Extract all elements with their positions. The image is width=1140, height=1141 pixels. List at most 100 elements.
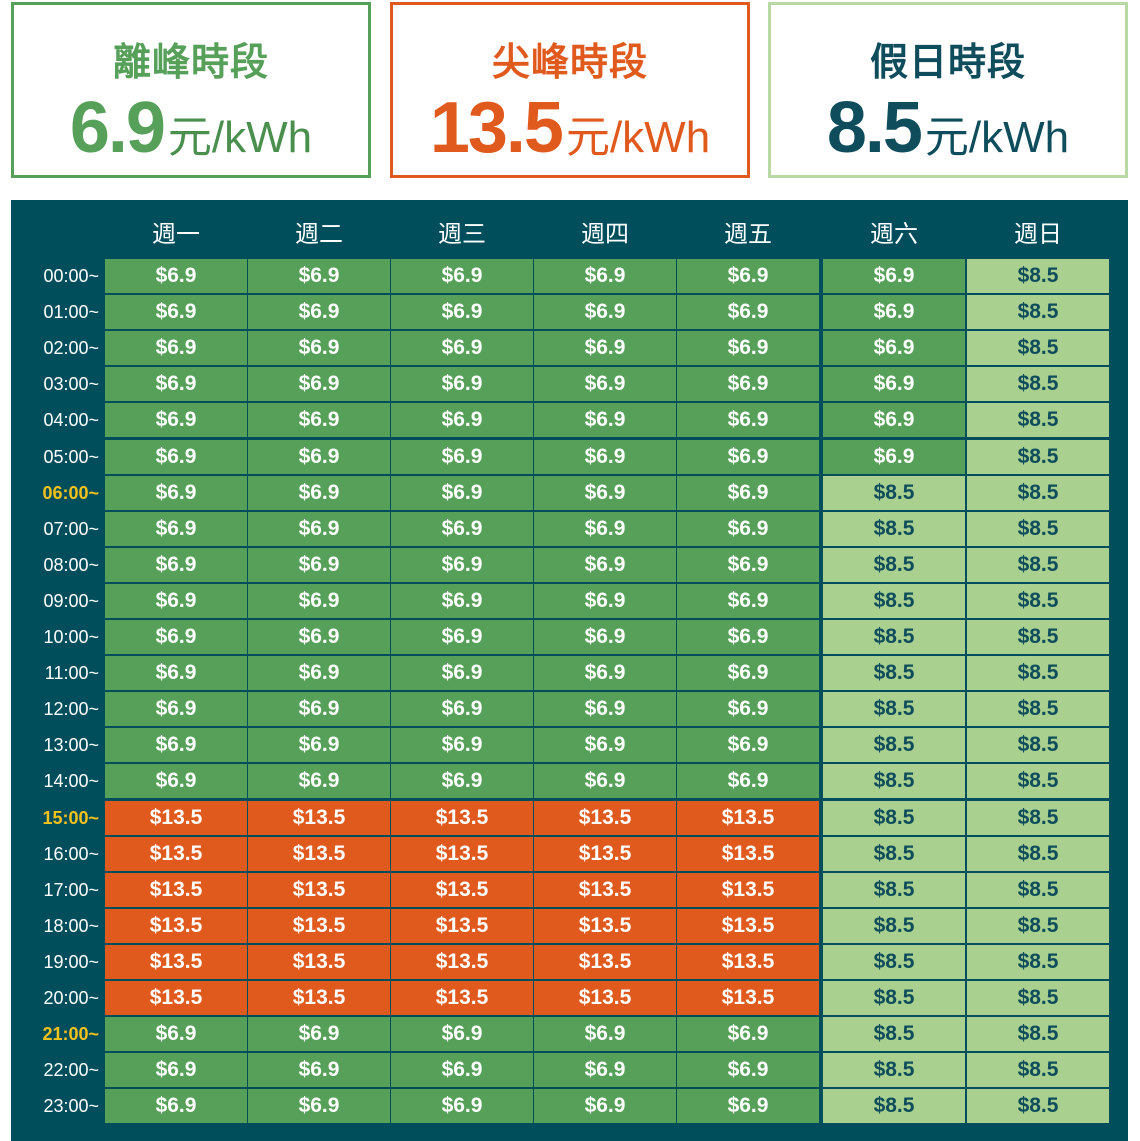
offpeak-rate-card: 離峰時段 6.9元/kWh xyxy=(11,2,371,178)
rate-cell: $8.5 xyxy=(967,1053,1109,1087)
rate-cell: $6.9 xyxy=(105,1053,247,1087)
rate-cell: $6.9 xyxy=(105,476,247,510)
rate-cell: $6.9 xyxy=(248,1053,390,1087)
time-label: 19:00~ xyxy=(43,952,99,972)
holiday-price-value: 8.5 xyxy=(826,88,923,168)
rate-cell: $6.9 xyxy=(248,620,390,654)
holiday-title: 假日時段 xyxy=(869,42,1026,84)
rate-cell: $6.9 xyxy=(391,295,533,329)
rate-cell: $6.9 xyxy=(105,764,247,798)
rate-cell: $13.5 xyxy=(534,945,676,979)
day-header: 週日 xyxy=(1014,221,1062,248)
rate-cell: $13.5 xyxy=(391,873,533,907)
rate-cell: $6.9 xyxy=(534,728,676,762)
rate-cell: $13.5 xyxy=(105,909,247,943)
rate-cell: $8.5 xyxy=(823,1089,965,1123)
rate-cell: $6.9 xyxy=(391,403,533,437)
rate-cell: $8.5 xyxy=(967,512,1109,546)
rate-cell: $6.9 xyxy=(534,1053,676,1087)
time-label: 15:00~ xyxy=(42,808,99,828)
rate-cell: $6.9 xyxy=(248,584,390,618)
peak-price-unit: 元/kWh xyxy=(565,113,711,162)
rate-cell: $8.5 xyxy=(967,801,1109,835)
rate-cell: $13.5 xyxy=(248,981,390,1015)
rate-cell: $6.9 xyxy=(823,259,965,293)
rate-cell: $6.9 xyxy=(391,584,533,618)
time-label: 13:00~ xyxy=(43,735,99,755)
rate-cell: $6.9 xyxy=(677,403,819,437)
rate-cell: $13.5 xyxy=(105,945,247,979)
time-label: 11:00~ xyxy=(44,663,99,683)
rate-cell: $6.9 xyxy=(677,1017,819,1051)
rate-cell: $6.9 xyxy=(248,295,390,329)
rate-cell: $8.5 xyxy=(967,548,1109,582)
rate-cell: $8.5 xyxy=(967,1017,1109,1051)
rate-cell: $13.5 xyxy=(677,909,819,943)
rate-cell: $8.5 xyxy=(967,331,1109,365)
rate-cell: $6.9 xyxy=(677,440,819,474)
rate-cell: $13.5 xyxy=(677,873,819,907)
rate-cell: $13.5 xyxy=(534,801,676,835)
rate-cell: $8.5 xyxy=(967,440,1109,474)
rate-cell: $8.5 xyxy=(823,873,965,907)
rate-cell: $6.9 xyxy=(534,331,676,365)
rate-cell: $8.5 xyxy=(967,873,1109,907)
rate-cell: $6.9 xyxy=(105,584,247,618)
rate-cell: $6.9 xyxy=(677,656,819,690)
peak-price-value: 13.5 xyxy=(429,88,564,168)
rate-cell: $6.9 xyxy=(823,295,965,329)
rate-cell: $8.5 xyxy=(967,692,1109,726)
rate-cell: $6.9 xyxy=(391,440,533,474)
rate-cell: $8.5 xyxy=(823,1017,965,1051)
rate-cell: $6.9 xyxy=(677,764,819,798)
rate-cell: $6.9 xyxy=(391,512,533,546)
rate-cell: $13.5 xyxy=(534,909,676,943)
rate-cell: $6.9 xyxy=(677,728,819,762)
rate-cell: $6.9 xyxy=(248,1089,390,1123)
rate-cell: $6.9 xyxy=(677,1053,819,1087)
rate-cell: $8.5 xyxy=(823,548,965,582)
rate-cell: $6.9 xyxy=(391,728,533,762)
time-label: 16:00~ xyxy=(43,844,99,864)
rate-cell: $6.9 xyxy=(677,331,819,365)
rate-cell: $13.5 xyxy=(391,837,533,871)
rate-cell: $8.5 xyxy=(823,837,965,871)
peak-price: 13.5元/kWh xyxy=(393,87,747,169)
rate-cell: $6.9 xyxy=(248,331,390,365)
rate-cell: $6.9 xyxy=(248,764,390,798)
rate-cell: $6.9 xyxy=(105,295,247,329)
rate-cell: $6.9 xyxy=(534,656,676,690)
time-label: 18:00~ xyxy=(43,916,99,936)
rate-cell: $6.9 xyxy=(248,728,390,762)
rate-cell: $13.5 xyxy=(248,801,390,835)
rate-cell: $13.5 xyxy=(105,981,247,1015)
rate-cell: $6.9 xyxy=(105,1089,247,1123)
rate-cell: $6.9 xyxy=(105,512,247,546)
rate-cell: $8.5 xyxy=(967,476,1109,510)
rate-cell: $6.9 xyxy=(105,259,247,293)
rate-cell: $6.9 xyxy=(391,1017,533,1051)
time-label: 01:00~ xyxy=(43,302,99,322)
rate-cell: $8.5 xyxy=(967,764,1109,798)
offpeak-price-value: 6.9 xyxy=(69,88,166,168)
rate-cell: $6.9 xyxy=(534,1017,676,1051)
rate-cell: $8.5 xyxy=(967,403,1109,437)
time-label: 17:00~ xyxy=(43,880,99,900)
rate-cell: $8.5 xyxy=(967,584,1109,618)
rate-cell: $8.5 xyxy=(823,764,965,798)
peak-rate-card: 尖峰時段 13.5元/kWh xyxy=(390,2,750,178)
time-label: 08:00~ xyxy=(43,555,99,575)
rate-cell: $6.9 xyxy=(248,440,390,474)
rate-cell: $6.9 xyxy=(391,476,533,510)
rate-cell: $6.9 xyxy=(823,440,965,474)
day-header: 週二 xyxy=(295,221,343,248)
rate-cell: $6.9 xyxy=(391,1089,533,1123)
time-label: 04:00~ xyxy=(43,410,99,430)
rate-cell: $6.9 xyxy=(677,367,819,401)
time-label: 10:00~ xyxy=(43,627,99,647)
rate-cell: $8.5 xyxy=(967,295,1109,329)
rate-cell: $6.9 xyxy=(105,331,247,365)
rate-cell: $13.5 xyxy=(534,981,676,1015)
rate-cell: $8.5 xyxy=(967,1089,1109,1123)
time-label: 00:00~ xyxy=(43,266,99,286)
